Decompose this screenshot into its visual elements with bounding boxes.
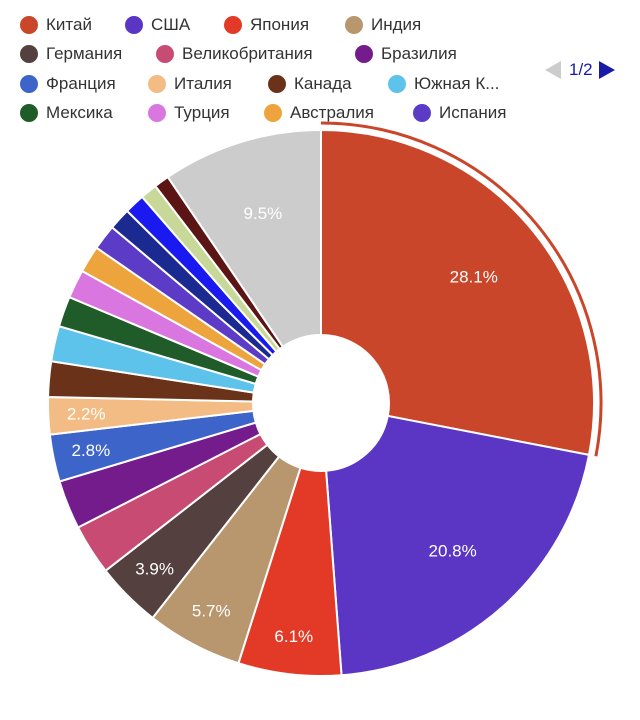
legend-item-turkey[interactable]: Турция [148, 101, 230, 125]
legend-item-canada[interactable]: Канада [268, 72, 352, 96]
legend-swatch [20, 45, 38, 63]
legend-item-australia[interactable]: Австралия [264, 101, 374, 125]
legend-label: Бразилия [381, 44, 457, 63]
legend-swatch [388, 75, 406, 93]
legend-item-usa[interactable]: США [125, 13, 190, 37]
legend-item-france[interactable]: Франция [20, 72, 116, 96]
legend-item-mexico[interactable]: Мексика [20, 101, 113, 125]
legend-swatch [20, 75, 38, 93]
legend-swatch [125, 16, 143, 34]
legend-label: Индия [371, 15, 422, 34]
legend-prev-arrow-icon[interactable] [545, 61, 561, 79]
slice-label-4: 3.9% [135, 559, 174, 578]
legend-label: Австралия [290, 103, 374, 122]
legend-swatch [224, 16, 242, 34]
legend-swatch [148, 104, 166, 122]
slice-label-1: 20.8% [429, 541, 477, 560]
legend-item-brazil[interactable]: Бразилия [355, 42, 457, 66]
legend-swatch [268, 75, 286, 93]
legend-label: США [151, 15, 191, 34]
legend-swatch [148, 75, 166, 93]
pie-slice-19[interactable] [166, 128, 322, 349]
legend-item-germany[interactable]: Германия [20, 42, 122, 66]
legend-label: Китай [46, 15, 92, 34]
legend-item-japan[interactable]: Япония [224, 13, 309, 37]
legend-label: Мексика [46, 103, 113, 122]
legend-item-spain[interactable]: Испания [413, 101, 506, 125]
legend-label: Южная К... [414, 74, 500, 93]
pie-slice-0[interactable] [320, 128, 595, 457]
legend-label: Канада [294, 74, 352, 93]
legend-swatch [20, 16, 38, 34]
slice-label-7: 2.8% [71, 441, 110, 460]
legend-label: Италия [174, 74, 232, 93]
legend-label: Испания [439, 103, 507, 122]
legend-item-south-korea[interactable]: Южная К... [388, 72, 499, 96]
legend-swatch [413, 104, 431, 122]
selected-slice-highlight-arc [320, 121, 603, 457]
legend-label: Великобритания [182, 44, 313, 63]
legend-label: Франция [46, 74, 116, 93]
legend-page-indicator: 1/2 [569, 60, 593, 79]
pie-slice-1[interactable] [325, 414, 591, 677]
legend-swatch [20, 104, 38, 122]
legend-item-china[interactable]: Китай [20, 13, 92, 37]
legend-item-italy[interactable]: Италия [148, 72, 232, 96]
slice-label-3: 5.7% [192, 601, 231, 620]
legend-swatch [355, 45, 373, 63]
legend-label: Турция [174, 103, 230, 122]
legend-swatch [264, 104, 282, 122]
legend-swatch [345, 16, 363, 34]
slice-label-19: 9.5% [244, 204, 283, 223]
slice-label-0: 28.1% [450, 268, 498, 287]
legend-label: Германия [46, 44, 123, 63]
slices-group [47, 121, 603, 677]
slice-labels-group: 28.1% 20.8% 6.1% 5.7% 3.9% 2.8% 2.2% 9.5% [67, 204, 498, 646]
slice-label-8: 2.2% [67, 405, 106, 424]
slice-label-2: 6.1% [274, 627, 313, 646]
legend-next-arrow-icon[interactable] [598, 61, 615, 79]
legend-pager: 1/2 [545, 58, 615, 82]
legend: Китай США Япония Индия Германия Великобр… [0, 0, 640, 130]
legend-item-uk[interactable]: Великобритания [156, 42, 313, 66]
legend-item-india[interactable]: Индия [345, 13, 421, 37]
legend-label: Япония [250, 15, 310, 34]
legend-swatch [156, 45, 174, 63]
